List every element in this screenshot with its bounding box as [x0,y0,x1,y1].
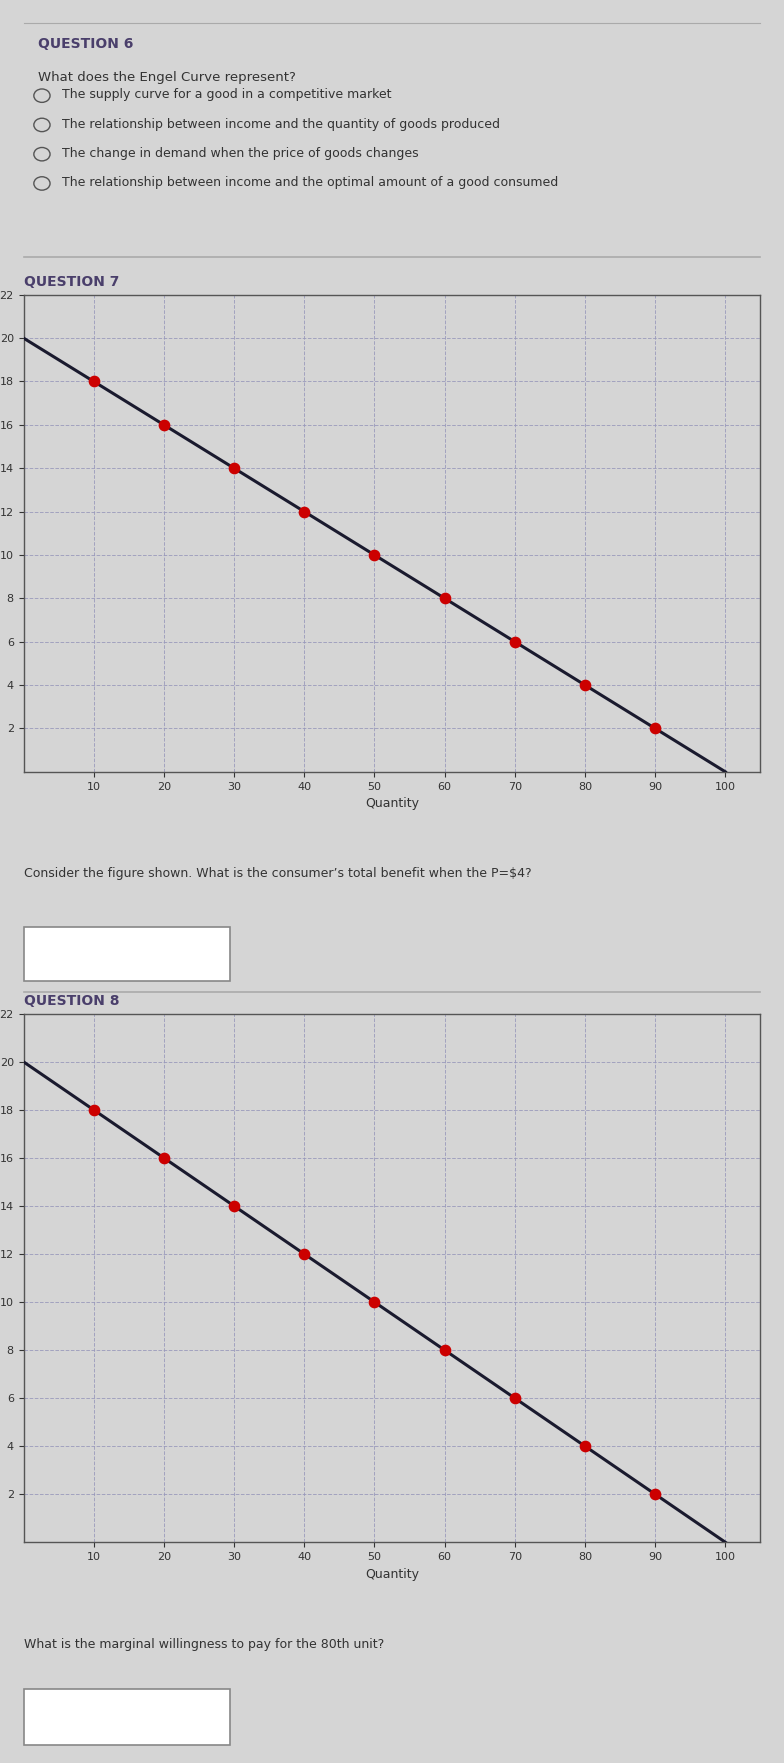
Point [88,367,100,395]
Point [88,1097,100,1125]
Text: The relationship between income and the quantity of goods produced: The relationship between income and the … [62,118,500,130]
Point [368,1289,381,1317]
Text: The supply curve for a good in a competitive market: The supply curve for a good in a competi… [62,88,391,100]
Point [649,714,662,742]
Point [298,1239,310,1268]
Text: What is the marginal willingness to pay for the 80th unit?: What is the marginal willingness to pay … [24,1638,384,1650]
FancyBboxPatch shape [24,1689,230,1745]
Text: What does the Engel Curve represent?: What does the Engel Curve represent? [38,71,296,85]
Point [298,497,310,525]
Point [649,1481,662,1509]
Text: Consider the figure shown. What is the consumer’s total benefit when the P=$4?: Consider the figure shown. What is the c… [24,867,531,880]
Point [158,1144,170,1172]
Point [579,672,591,700]
Text: QUESTION 8: QUESTION 8 [24,994,119,1008]
Point [228,455,241,483]
Point [368,541,381,569]
Text: QUESTION 7: QUESTION 7 [24,275,119,289]
X-axis label: Quantity: Quantity [365,797,419,811]
Point [509,1384,521,1412]
X-axis label: Quantity: Quantity [365,1567,419,1581]
Point [438,584,451,612]
FancyBboxPatch shape [24,927,230,980]
Text: The relationship between income and the optimal amount of a good consumed: The relationship between income and the … [62,176,558,189]
Point [438,1336,451,1365]
Point [228,1192,241,1220]
Point [579,1432,591,1460]
Point [509,628,521,656]
Point [158,411,170,439]
Text: The change in demand when the price of goods changes: The change in demand when the price of g… [62,146,419,160]
Text: QUESTION 6: QUESTION 6 [38,37,133,51]
